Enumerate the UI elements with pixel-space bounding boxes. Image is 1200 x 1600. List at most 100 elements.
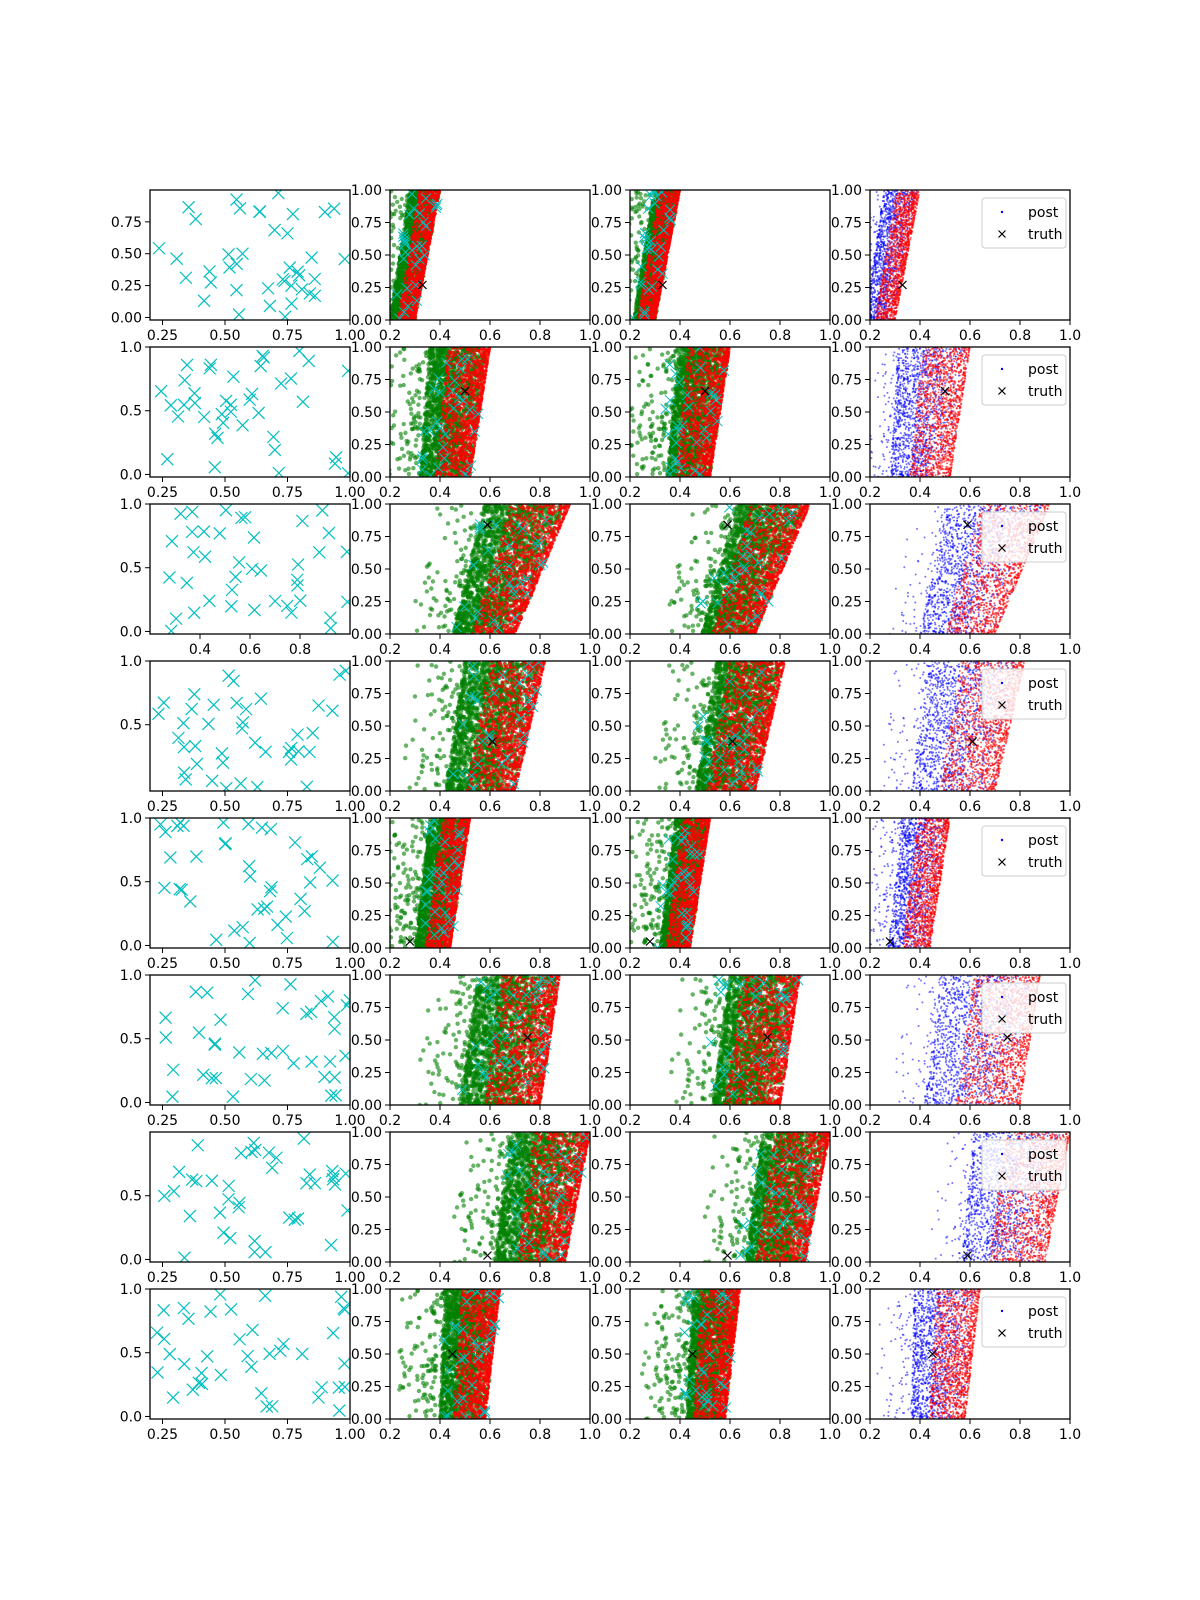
red-point [435,191,438,194]
red-point [407,310,410,313]
green-point [634,195,638,199]
red-point [411,311,414,314]
red-point [413,230,416,233]
x-tick-label: 0.2 [379,328,401,344]
y-tick-label: 0.75 [351,216,382,232]
red-point [438,190,441,193]
red-point [419,273,422,276]
green-point [391,261,395,265]
red-point [413,292,416,295]
red-point [423,268,426,271]
red-point [417,251,420,254]
red-point [430,234,433,237]
red-point [414,276,417,279]
green-point [398,205,402,209]
x-tick-label: 0.4 [429,328,451,344]
red-point [412,225,415,228]
red-point [414,221,417,224]
red-point [413,273,416,276]
red-point [426,192,429,195]
y-tick-label: 0.25 [111,279,142,295]
red-point [426,247,429,250]
green-point [391,202,395,206]
red-point [436,195,439,198]
red-point [418,235,421,238]
red-point [405,316,408,319]
green-point [393,304,397,308]
x-tick-label: 0.25 [147,328,178,344]
red-point [432,191,435,194]
red-point [406,299,409,302]
red-point [422,272,425,275]
red-point [419,227,422,230]
green-point [642,199,646,203]
green-point [391,279,395,283]
green-point [396,267,400,271]
green-point [640,270,644,274]
green-point [408,197,412,201]
green-point [636,249,640,253]
red-point [413,236,416,239]
red-point [431,229,434,232]
red-point [412,245,415,248]
red-point [428,218,431,221]
green-point [412,201,416,205]
red-point [408,296,411,299]
red-point [416,279,419,282]
green-point [395,200,399,204]
green-point [634,255,638,259]
red-point [412,278,415,281]
green-point [637,214,641,218]
red-point [417,230,420,233]
green-point [639,196,643,200]
y-tick-label: 0.25 [351,281,382,297]
green-point [391,254,395,258]
red-point [410,263,413,266]
green-point [634,240,638,244]
red-point [413,289,416,292]
red-point [416,228,419,231]
red-point [425,212,428,215]
red-point [413,269,416,272]
red-point [410,238,413,241]
red-point [430,226,433,229]
red-point [419,292,422,295]
y-tick-label: 0.75 [111,215,142,231]
green-point [391,225,395,229]
green-point [630,207,634,211]
red-point [433,220,436,223]
red-point [431,213,434,216]
red-point [414,315,417,318]
red-point [421,267,424,270]
green-point [409,220,413,224]
red-point [405,270,408,273]
x-tick-label: 0.50 [209,328,240,344]
red-point [431,217,434,220]
red-point [424,201,427,204]
red-point [417,206,420,209]
red-point [415,234,418,237]
red-point [428,243,431,246]
green-point [392,243,396,247]
green-point [636,203,640,207]
red-point [405,293,408,296]
y-tick-label: 0.50 [351,248,382,264]
red-point [430,223,433,226]
green-point [393,195,397,199]
green-point [644,193,648,197]
red-point [404,305,407,308]
red-point [409,314,412,317]
x-tick-label: 0.6 [479,328,501,344]
red-point [420,233,423,236]
red-point [438,193,441,196]
red-point [414,223,417,226]
red-point [413,260,416,263]
green-point [397,274,401,278]
red-point [421,204,424,207]
red-point [424,238,427,241]
red-point [413,308,416,311]
x-tick-label: 0.75 [272,328,303,344]
green-point [639,220,643,224]
red-point [404,277,407,280]
